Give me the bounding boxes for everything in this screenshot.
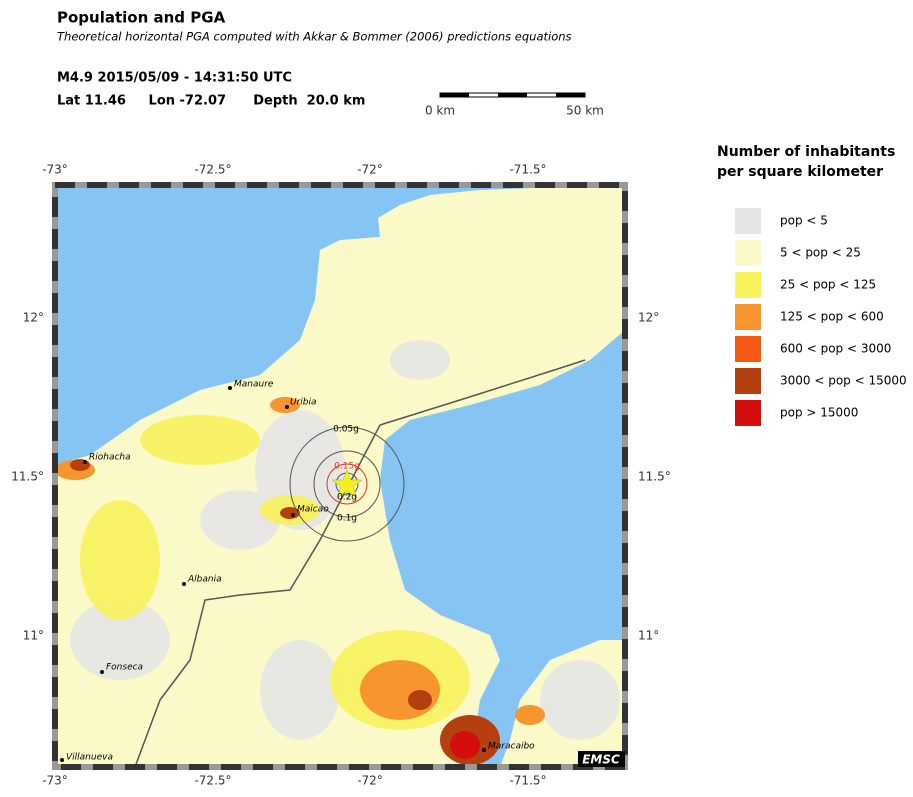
city-label: Villanueva (66, 753, 113, 763)
legend-label: 3000 < pop < 15000 (780, 374, 907, 388)
city-label: Maicao (297, 505, 329, 515)
city-label: Manaure (234, 380, 274, 390)
legend-label: 25 < pop < 125 (780, 278, 876, 292)
city-label: Albania (187, 575, 222, 585)
y-axis-label: 11° (23, 629, 44, 643)
legend-swatch (735, 240, 761, 266)
pga-label: 0.1g (337, 514, 357, 524)
y-axis-label: 11.5° (11, 470, 44, 484)
city-label: Maracaibo (488, 742, 535, 752)
legend-swatch (735, 272, 761, 298)
subtitle: Theoretical horizontal PGA computed with… (57, 30, 572, 44)
y-axis-label: 12° (23, 311, 44, 325)
pga-label: 0.2g (337, 493, 357, 503)
legend-label: 125 < pop < 600 (780, 310, 884, 324)
x-axis-label: -72° (357, 163, 383, 177)
pga-contours (289, 426, 405, 542)
pga-label: 0.15g (334, 462, 360, 472)
legend-swatch (735, 336, 761, 362)
legend-label: pop < 5 (780, 214, 828, 228)
legend-title: per square kilometer (717, 164, 883, 180)
legend-label: pop > 15000 (780, 406, 858, 420)
legend-title: Number of inhabitants (717, 144, 895, 160)
x-axis-label: -72° (357, 774, 383, 788)
legend-swatch (735, 304, 761, 330)
y-axis-label: 11.5° (638, 470, 671, 484)
x-axis-label: -73° (42, 163, 68, 177)
x-axis-label: -71.5° (509, 163, 546, 177)
map-frame (52, 182, 628, 770)
x-axis-label: -72.5° (194, 163, 231, 177)
map-area (55, 185, 625, 767)
legend-swatch (735, 400, 761, 426)
city-label: Riohacha (89, 453, 131, 463)
scale-label: 0 km (425, 104, 455, 118)
legend-label: 600 < pop < 3000 (780, 342, 891, 356)
epicenter (331, 469, 363, 499)
event-info: M4.9 2015/05/09 - 14:31:50 UTC (57, 71, 292, 86)
legend-swatch (735, 208, 761, 234)
location-info: Lat 11.46 Lon -72.07 Depth 20.0 km (57, 94, 365, 109)
y-axis-label: 12° (638, 311, 659, 325)
scale-label: 50 km (566, 104, 604, 118)
pga-label: 0.05g (333, 425, 359, 435)
scale-bar (439, 92, 586, 98)
y-axis-label: 11° (638, 629, 659, 643)
x-axis-label: -72.5° (194, 774, 231, 788)
x-axis-label: -73° (42, 774, 68, 788)
x-axis-label: -71.5° (509, 774, 546, 788)
logo-box (578, 751, 625, 767)
legend-label: 5 < pop < 25 (780, 246, 861, 260)
logo: EMSC (582, 753, 620, 767)
title: Population and PGA (57, 9, 226, 27)
city-label: Uribia (290, 398, 317, 408)
city-label: Fonseca (106, 663, 143, 673)
legend-swatch (735, 368, 761, 394)
